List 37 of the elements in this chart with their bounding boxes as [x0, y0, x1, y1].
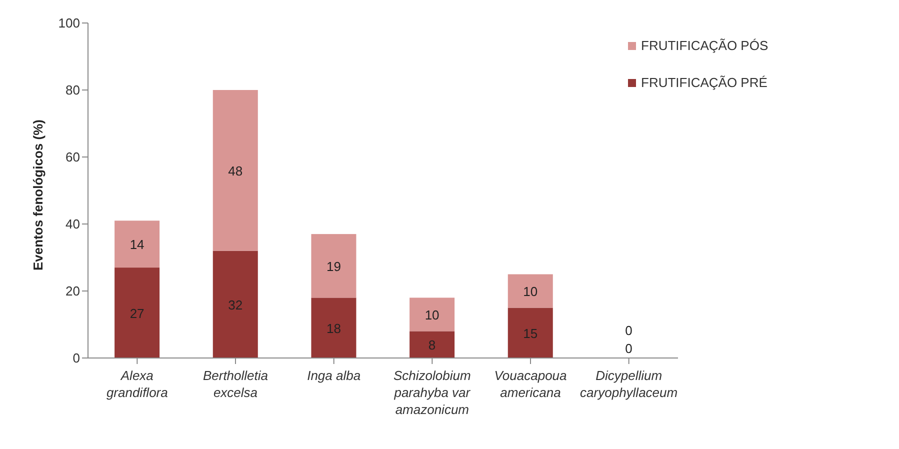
x-tick-label: Inga alba	[307, 368, 361, 383]
bar	[212, 90, 258, 251]
data-label: 10	[424, 307, 440, 322]
bar	[212, 250, 258, 358]
y-tick-label: 80	[66, 82, 80, 98]
data-label: 19	[326, 258, 341, 274]
bar	[114, 220, 160, 268]
bar	[508, 308, 553, 358]
bar	[311, 298, 356, 358]
y-axis-title: Eventos fenológicos (%)	[30, 120, 46, 270]
data-label: 0	[625, 323, 632, 338]
y-tick-label: 40	[66, 216, 80, 232]
bar	[311, 234, 356, 298]
x-tick-label: Vouacapoua americana	[494, 368, 567, 400]
data-label: 18	[326, 320, 341, 336]
bar	[410, 331, 455, 358]
data-label: 15	[523, 326, 538, 341]
data-label: 10	[523, 284, 538, 299]
data-label: 0	[625, 341, 632, 356]
y-tick-label: 60	[66, 150, 80, 165]
y-tick-label: 100	[58, 16, 80, 31]
y-tick-label: 0	[72, 350, 80, 366]
x-tick-label: Dicypellium caryophyllaceum	[580, 368, 678, 400]
data-label: 32	[228, 297, 243, 312]
bar	[410, 298, 455, 332]
data-label: 8	[428, 338, 436, 353]
legend-label: FRUTIFICAÇÃO PÓS	[640, 38, 770, 53]
data-label: 48	[228, 163, 243, 178]
x-tick-label: Bertholletia excelsa	[202, 368, 268, 400]
bar	[114, 268, 160, 358]
data-label: 14	[130, 237, 144, 252]
y-tick-label: 20	[66, 284, 80, 299]
bar	[508, 274, 553, 308]
x-tick-label: Alexa grandiflora	[106, 368, 168, 400]
x-tick-label: Schizolobium parahyba var amazonicum	[393, 368, 471, 417]
data-label: 27	[130, 306, 144, 321]
legend-label: FRUTIFICAÇÃO PRÉ	[640, 75, 768, 90]
